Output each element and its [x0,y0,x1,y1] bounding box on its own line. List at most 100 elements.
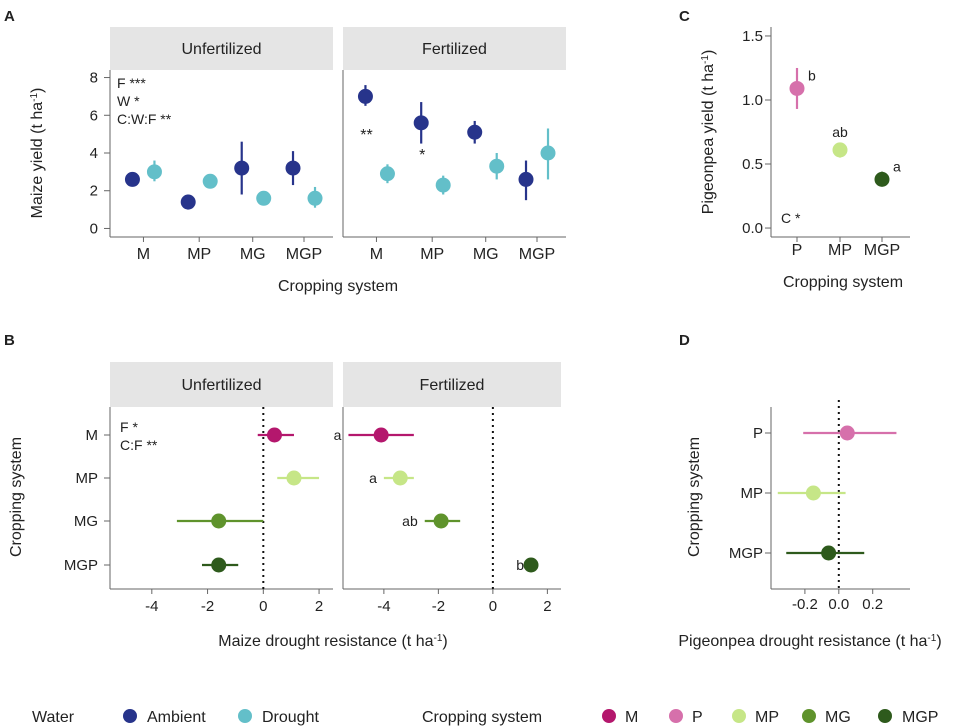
point-ambient-unfertilized-m [124,171,140,187]
x-tick-label-p: P [792,242,803,259]
y-tick-label-mp: MP [741,485,764,502]
x-axis-title: Pigeonpea drought resistance (t ha-1) [678,633,941,651]
x-tick-label: -2 [432,598,445,615]
point-fertilized-m [373,427,389,443]
legend-drought-label: Drought [262,709,319,726]
facet-strip-unfertilized [110,27,333,70]
facet-strip-fertilized [343,362,561,407]
point-drought-fertilized-mgp [540,145,556,161]
point-fertilized-mp [392,470,408,486]
x-tick-label: 0.2 [862,596,883,613]
stat-annotation: C:W:F ** [117,111,172,127]
y-tick-label: 0.5 [742,156,763,173]
x-tick-label: -2 [201,598,214,615]
legend-mp-marker [732,709,746,723]
facet-label-fertilized: Fertilized [420,377,485,394]
point-drought-fertilized-m [379,166,395,182]
panel-label-d: D [679,332,690,349]
y-tick-label-mgp: MGP [729,545,763,562]
letter-annotation-m: a [334,427,342,443]
point-unfertilized-m [266,427,282,443]
x-tick-label-mp: MP [828,242,852,259]
stat-annotation: W * [117,93,140,109]
stat-annotation: C:F ** [120,437,158,453]
x-tick-label-mgp: MGP [864,242,900,259]
y-tick-label: 4 [90,145,98,162]
y-tick-label: 0 [90,220,98,237]
point-mp [805,485,821,501]
point-ambient-unfertilized-mp [180,194,196,210]
x-tick-label: -0.2 [792,596,818,613]
x-tick-label: 0 [489,598,497,615]
legend-ambient-marker [123,709,137,723]
point-drought-fertilized-mp [435,177,451,193]
x-tick-label: 2 [543,598,551,615]
panel-label-a: A [4,8,15,25]
point-unfertilized-mgp [211,557,227,573]
x-axis-title: Cropping system [783,274,903,291]
point-ambient-unfertilized-mg [234,160,250,176]
x-tick-label: 2 [315,598,323,615]
point-p [839,425,855,441]
point-mgp [821,545,837,561]
x-tick-label-mp: MP [420,246,444,263]
x-axis-title: Maize drought resistance (t ha-1) [218,633,447,651]
legend-m-label: M [625,709,638,726]
legend-mgp-marker [878,709,892,723]
facet-label-unfertilized: Unfertilized [181,41,261,58]
y-tick-label-mp: MP [76,470,99,487]
point-ambient-fertilized-mp [413,115,429,131]
legend-p-label: P [692,709,703,726]
y-axis-title: Cropping system [686,437,703,557]
x-tick-label: 0.0 [828,596,849,613]
point-unfertilized-mg [211,513,227,529]
legend-mp-label: MP [755,709,779,726]
legend-p-marker [669,709,683,723]
x-tick-label-m: M [370,246,383,263]
x-tick-label: -4 [377,598,390,615]
point-fertilized-mgp [523,557,539,573]
point-mgp [874,171,890,187]
point-ambient-fertilized-m [357,88,373,104]
legend-ambient-label: Ambient [147,709,206,726]
stat-annotation: F * [120,419,138,435]
panel-b-maize-drought-resistance: Unfertilized -4 -2 0 2 Fertilized -4 -2 0 2 a a ab b M… [8,362,561,650]
legend-water-title: Water [32,709,75,726]
significance-annotation: ** [360,127,372,144]
x-tick-label-mg: MG [240,246,266,263]
y-tick-label: 8 [90,70,98,87]
y-tick-label: 0.0 [742,220,763,237]
y-tick-label-mgp: MGP [64,557,98,574]
x-tick-label-mgp: MGP [286,246,322,263]
letter-annotation-mp: a [369,470,377,486]
x-tick-label: -4 [145,598,158,615]
legend-cropping-title: Cropping system [422,709,542,726]
letter-annotation-mp: ab [832,124,848,140]
facet-label-unfertilized: Unfertilized [181,377,261,394]
y-tick-label: 1.5 [742,28,763,45]
y-tick-label: 2 [90,183,98,200]
legend: Water Ambient Drought Cropping system M … [32,709,938,726]
letter-annotation-p: b [808,67,816,83]
legend-m-marker [602,709,616,723]
significance-annotation: * [419,147,425,164]
x-tick-label-mg: MG [473,246,499,263]
panel-d-pigeonpea-drought-resistance: -0.2 0.0 0.2 P MP MGP Cropping system Pigeonpea… [678,400,942,651]
point-ambient-unfertilized-mgp [285,160,301,176]
legend-mg-marker [802,709,816,723]
x-tick-label-mgp: MGP [519,246,555,263]
point-ambient-fertilized-mgp [518,171,534,187]
point-drought-unfertilized-mgp [307,190,323,206]
y-tick-label-m: M [86,427,99,444]
point-drought-unfertilized-mg [256,190,272,206]
point-ambient-fertilized-mg [467,124,483,140]
letter-annotation-mgp: a [893,158,901,174]
facet-strip-unfertilized [110,362,333,407]
point-unfertilized-mp [286,470,302,486]
point-drought-fertilized-mg [489,158,505,174]
panel-a-maize-yield: Unfertilized M MP MG MGP Fertilized M MP MG MGP 0 2… [29,27,566,295]
letter-annotation-mg: ab [402,513,418,529]
y-axis-title: Maize yield (t ha-1) [29,88,47,219]
panel-c-pigeonpea-yield: 0.0 0.5 1.0 1.5 Pb MP ab MGP a C * Pigeonpea yield… [700,27,910,291]
